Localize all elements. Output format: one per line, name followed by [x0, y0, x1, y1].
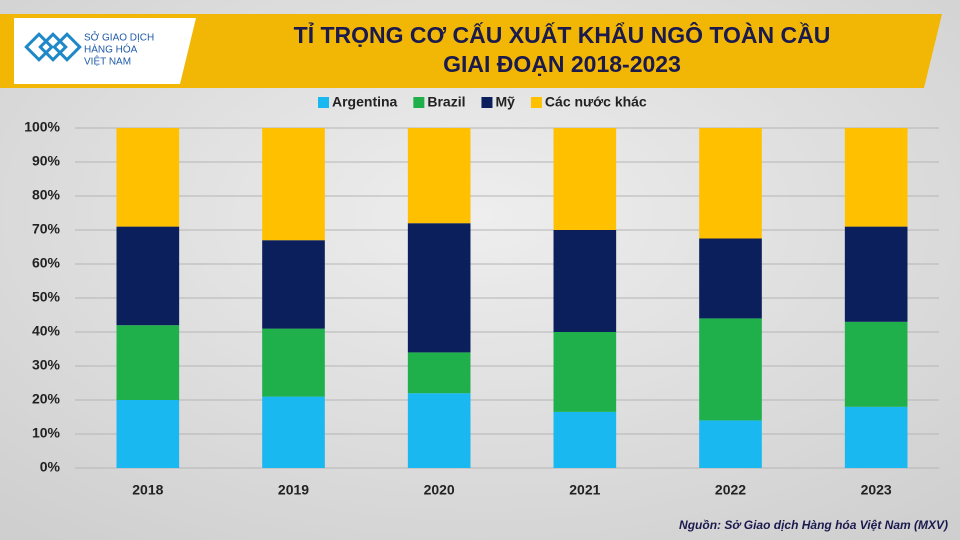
legend-swatch	[413, 97, 425, 108]
x-tick-label: 2021	[569, 482, 600, 498]
y-tick-label: 70%	[32, 221, 61, 237]
bar-segment	[844, 128, 908, 227]
bar-segment	[699, 420, 762, 468]
legend-label: Brazil	[427, 94, 465, 110]
x-tick-label: 2020	[424, 482, 455, 498]
legend-swatch	[318, 97, 329, 108]
legend-label: Argentina	[332, 94, 398, 110]
y-tick-label: 80%	[32, 187, 61, 203]
y-tick-label: 10%	[32, 425, 61, 441]
legend-label: Các nước khác	[545, 94, 647, 110]
bar-segment	[844, 226, 908, 322]
y-tick-label: 50%	[32, 289, 61, 305]
legend-label: Mỹ	[495, 94, 515, 110]
bar-segment	[407, 393, 471, 468]
title-banner	[0, 14, 942, 88]
bar-segment	[116, 400, 180, 468]
bar-segment	[553, 230, 617, 332]
y-tick-label: 90%	[32, 153, 61, 169]
bar-segment	[553, 128, 617, 230]
legend-swatch	[481, 97, 493, 108]
chart-title: TỈ TRỌNG CƠ CẤU XUẤT KHẨU NGÔ TOÀN CẦU	[294, 20, 831, 48]
bar-segment	[699, 238, 762, 319]
bar-segment	[407, 128, 471, 224]
bar-segment	[262, 396, 325, 468]
logo-box	[14, 18, 196, 84]
x-tick-label: 2019	[278, 482, 309, 498]
bar-segment	[116, 128, 180, 227]
y-tick-label: 60%	[32, 255, 61, 271]
logo-icon	[24, 32, 82, 62]
x-tick-label: 2023	[861, 482, 892, 498]
bar-segment	[262, 128, 325, 241]
bar-segment	[699, 128, 762, 239]
bar-segment	[262, 240, 325, 329]
bar-segment	[844, 321, 908, 407]
logo-text: HÀNG HÓA	[84, 43, 138, 56]
logo-text: SỞ GIAO DỊCH	[84, 31, 154, 44]
bar-segment	[699, 318, 762, 421]
bar-segment	[407, 223, 471, 353]
logo-text: VIỆT NAM	[84, 55, 131, 68]
bar-segment	[844, 406, 908, 468]
y-tick-label: 30%	[32, 357, 61, 373]
bar-segment	[553, 411, 617, 468]
bar-segment	[116, 325, 180, 400]
source-note: Nguồn: Sở Giao dịch Hàng hóa Việt Nam (M…	[679, 518, 948, 532]
y-tick-label: 0%	[40, 459, 61, 475]
bar-segment	[553, 332, 617, 412]
y-tick-label: 40%	[32, 323, 61, 339]
y-tick-label: 100%	[24, 119, 60, 135]
bar-segment	[116, 226, 180, 326]
x-tick-label: 2018	[132, 482, 163, 498]
bar-segment	[407, 352, 471, 394]
x-tick-label: 2022	[715, 482, 746, 498]
chart-title: GIAI ĐOẠN 2018-2023	[443, 51, 681, 77]
legend-swatch	[530, 97, 542, 108]
bar-segment	[262, 328, 325, 397]
y-tick-label: 20%	[32, 391, 61, 407]
